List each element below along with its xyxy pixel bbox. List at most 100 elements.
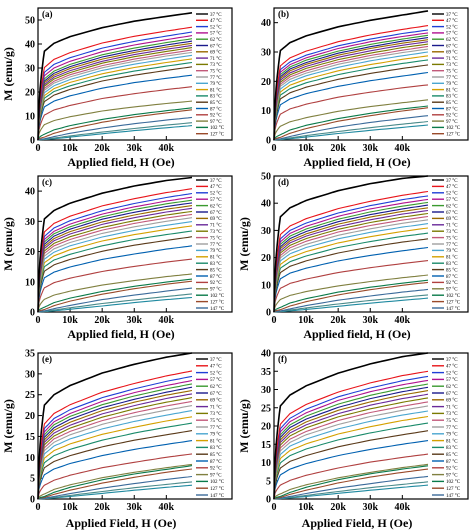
series-line [273,227,429,313]
series-line [37,400,193,500]
legend-entry: 62 °C [210,204,222,209]
legend-entry: 147 °C [210,494,225,499]
legend-entry: 83 °C [446,262,458,267]
series-line [37,42,193,141]
series-line [273,375,429,500]
legend-entry: 47 °C [446,19,458,24]
y-tick-label: 30 [261,226,271,237]
legend-entry: 37 °C [210,358,222,363]
series-line [37,296,193,313]
legend-entry: 87 °C [210,460,222,465]
series-line [273,297,429,313]
legend-entry: 52 °C [446,371,458,376]
series-line [273,410,429,500]
series-line [37,453,193,500]
y-tick-label: 5 [30,474,35,485]
series-line [273,195,429,313]
legend-entry: 77 °C [446,426,458,431]
x-axis-title: Applied Field, H (Oe) [302,516,413,530]
y-tick-label: 40 [261,199,271,210]
legend-entry: 81 °C [446,88,458,93]
series-line [37,293,193,313]
x-tick-label: 10k [298,502,314,513]
series-line [37,468,193,500]
y-tick-label: 30 [25,217,35,228]
legend-entry: 77 °C [210,76,222,81]
legend-entry: 79 °C [210,82,222,87]
series-line [37,207,193,313]
series-line [273,238,429,313]
x-tick-label: 0 [36,315,41,326]
legend-entry: 67 °C [446,44,458,49]
series-line [37,12,193,141]
legend-entry: 71 °C [210,405,222,410]
series-line [37,107,193,141]
panel-label: (a) [42,9,53,19]
legend-entry: 47 °C [210,19,222,24]
series-line [37,405,193,500]
series-line [273,124,429,141]
x-tick-label: 20k [330,315,346,326]
series-line [273,51,429,141]
series-line [37,258,193,313]
legend-entry: 57 °C [210,378,222,383]
series-line [37,199,193,313]
x-axis-title: Applied Field, H (Oe) [66,516,177,530]
legend-entry: 52 °C [210,25,222,30]
y-tick-label: 25 [261,403,271,414]
legend-entry: 47 °C [446,365,458,370]
legend-entry: 85 °C [446,101,458,106]
y-tick-label: 0 [266,136,271,147]
plot-frame [37,352,233,500]
series-line [273,390,429,500]
y-tick-label: 0 [30,495,35,506]
legend-entry: 87 °C [210,107,222,112]
x-tick-label: 30k [126,315,142,326]
legend-entry: 127 °C [210,487,225,492]
panel-label: (e) [42,354,52,364]
series-line [273,59,429,141]
series-line [273,204,429,313]
legend-entry: 37 °C [210,13,222,18]
series-line [273,209,429,313]
series-line [273,379,429,500]
series-line [273,274,429,313]
series-line [37,122,193,141]
series-line [37,58,193,141]
series-line [273,105,429,141]
x-tick-label: 20k [94,143,110,154]
legend-entry: 127 °C [446,133,461,138]
x-tick-label: 40k [159,502,175,513]
y-tick-label: 10 [261,106,271,117]
series-line [273,32,429,141]
series-line [37,280,193,313]
series-line [273,175,429,313]
legend-entry: 62 °C [446,38,458,43]
series-line [273,41,429,141]
legend-entry: 81 °C [446,439,458,444]
legend-entry: 47 °C [210,365,222,370]
series-line [273,260,429,313]
panel-label: (d) [278,177,289,187]
series-line [273,397,429,500]
series-line [273,405,429,500]
x-tick-label: 30k [126,502,142,513]
y-tick-label: 15 [25,432,35,443]
x-tick-label: 30k [362,143,378,154]
series-line [37,188,193,313]
series-line [37,273,193,313]
legend-entry: 69 °C [446,51,458,56]
legend-entry: 92 °C [446,281,458,286]
series-line [37,463,193,500]
series-line [273,246,429,313]
y-tick-label: 10 [25,112,35,123]
legend-entry: 102 °C [446,126,461,131]
series-line [273,120,429,141]
series-line [37,176,193,313]
series-line [37,370,193,500]
legend-entry: 97 °C [210,473,222,478]
series-line [273,393,429,500]
y-tick-label: 0 [30,136,35,147]
